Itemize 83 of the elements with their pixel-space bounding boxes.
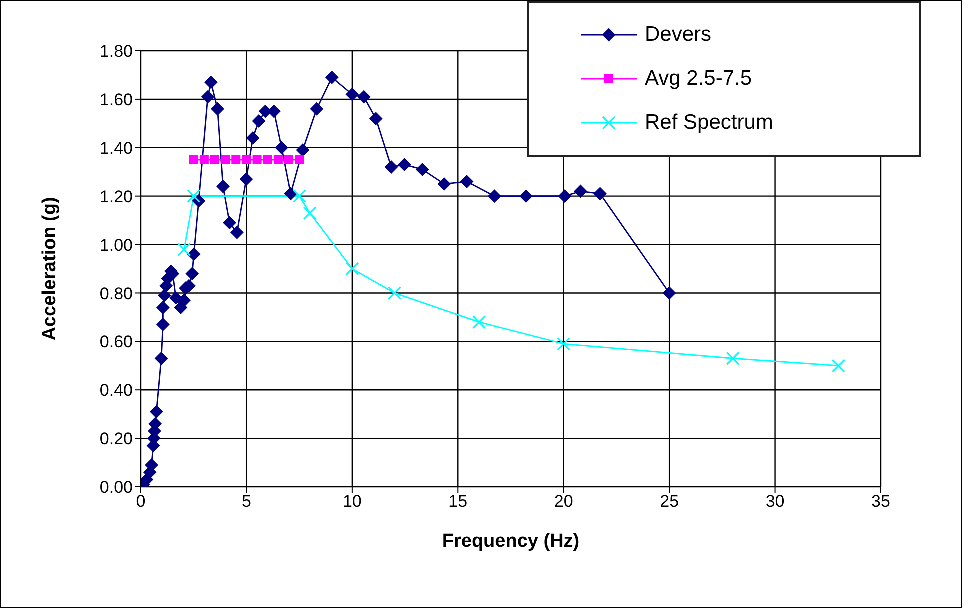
y-tick-label: 0.40 [100,381,133,400]
point [189,156,198,164]
point [155,352,168,366]
y-tick-label: 0.60 [100,332,133,352]
point [178,242,192,256]
point [158,289,172,302]
point [346,88,359,102]
point [416,163,430,176]
point [178,294,191,307]
x-tick-label: 25 [660,492,680,512]
legend-label: Ref Spectrum [645,111,774,135]
point [346,262,360,276]
point [438,178,451,191]
y-tick-label: 0.80 [100,284,133,304]
point [296,144,310,157]
x-tick-label: 30 [766,492,785,512]
point [284,187,298,200]
y-tick-label: 1.40 [100,138,133,158]
x-tick-label: 0 [136,492,146,512]
point [310,102,324,116]
point [398,158,412,172]
point [210,156,220,164]
point [216,180,230,194]
point [221,156,230,164]
point [284,156,294,164]
point [460,175,474,188]
point [263,156,272,164]
x-tick-label: 10 [342,492,362,512]
point [326,71,339,84]
y-axis-title: Acceleration (g) [40,197,61,341]
point [252,156,262,164]
point [230,226,244,240]
y-tick-label: 1.80 [100,42,133,62]
point [170,292,183,305]
y-tick-label: 0.00 [100,478,133,498]
point [358,90,371,104]
legend-label: Avg 2.5-7.5 [645,67,752,91]
point [275,141,288,154]
point [295,156,304,164]
point [268,105,281,118]
point [557,337,571,351]
point [472,315,486,330]
y-tick-label: 1.60 [100,90,133,110]
point [232,156,241,164]
point [370,112,383,126]
y-tick-label: 1.20 [100,187,133,206]
point [200,156,209,164]
point [252,114,266,128]
point [202,90,215,104]
y-tick-label: 1.00 [100,236,133,255]
point [832,359,846,373]
point [726,352,740,366]
point [145,458,158,472]
point [388,286,402,300]
point [520,190,533,203]
y-tick-label: 0.20 [100,430,133,449]
point [558,190,572,203]
point [204,76,218,89]
point [188,248,201,261]
point [594,187,607,200]
point [488,190,502,203]
point [242,156,252,164]
x-tick-label: 15 [448,492,468,512]
x-tick-label: 5 [242,492,252,512]
point [574,184,588,198]
point [211,102,224,116]
point [156,301,170,314]
point [187,190,201,204]
legend-label: Devers [645,23,712,47]
point [246,132,260,145]
point [186,267,199,280]
point [385,160,398,174]
x-tick-label: 35 [872,492,890,512]
point [223,216,236,230]
point [663,286,676,300]
point [292,190,306,204]
point [150,405,164,418]
point [240,172,254,186]
x-axis-title: Frequency (Hz) [442,531,580,552]
point [303,206,317,220]
point [274,156,283,164]
point [156,318,170,332]
x-tick-label: 20 [554,492,574,512]
